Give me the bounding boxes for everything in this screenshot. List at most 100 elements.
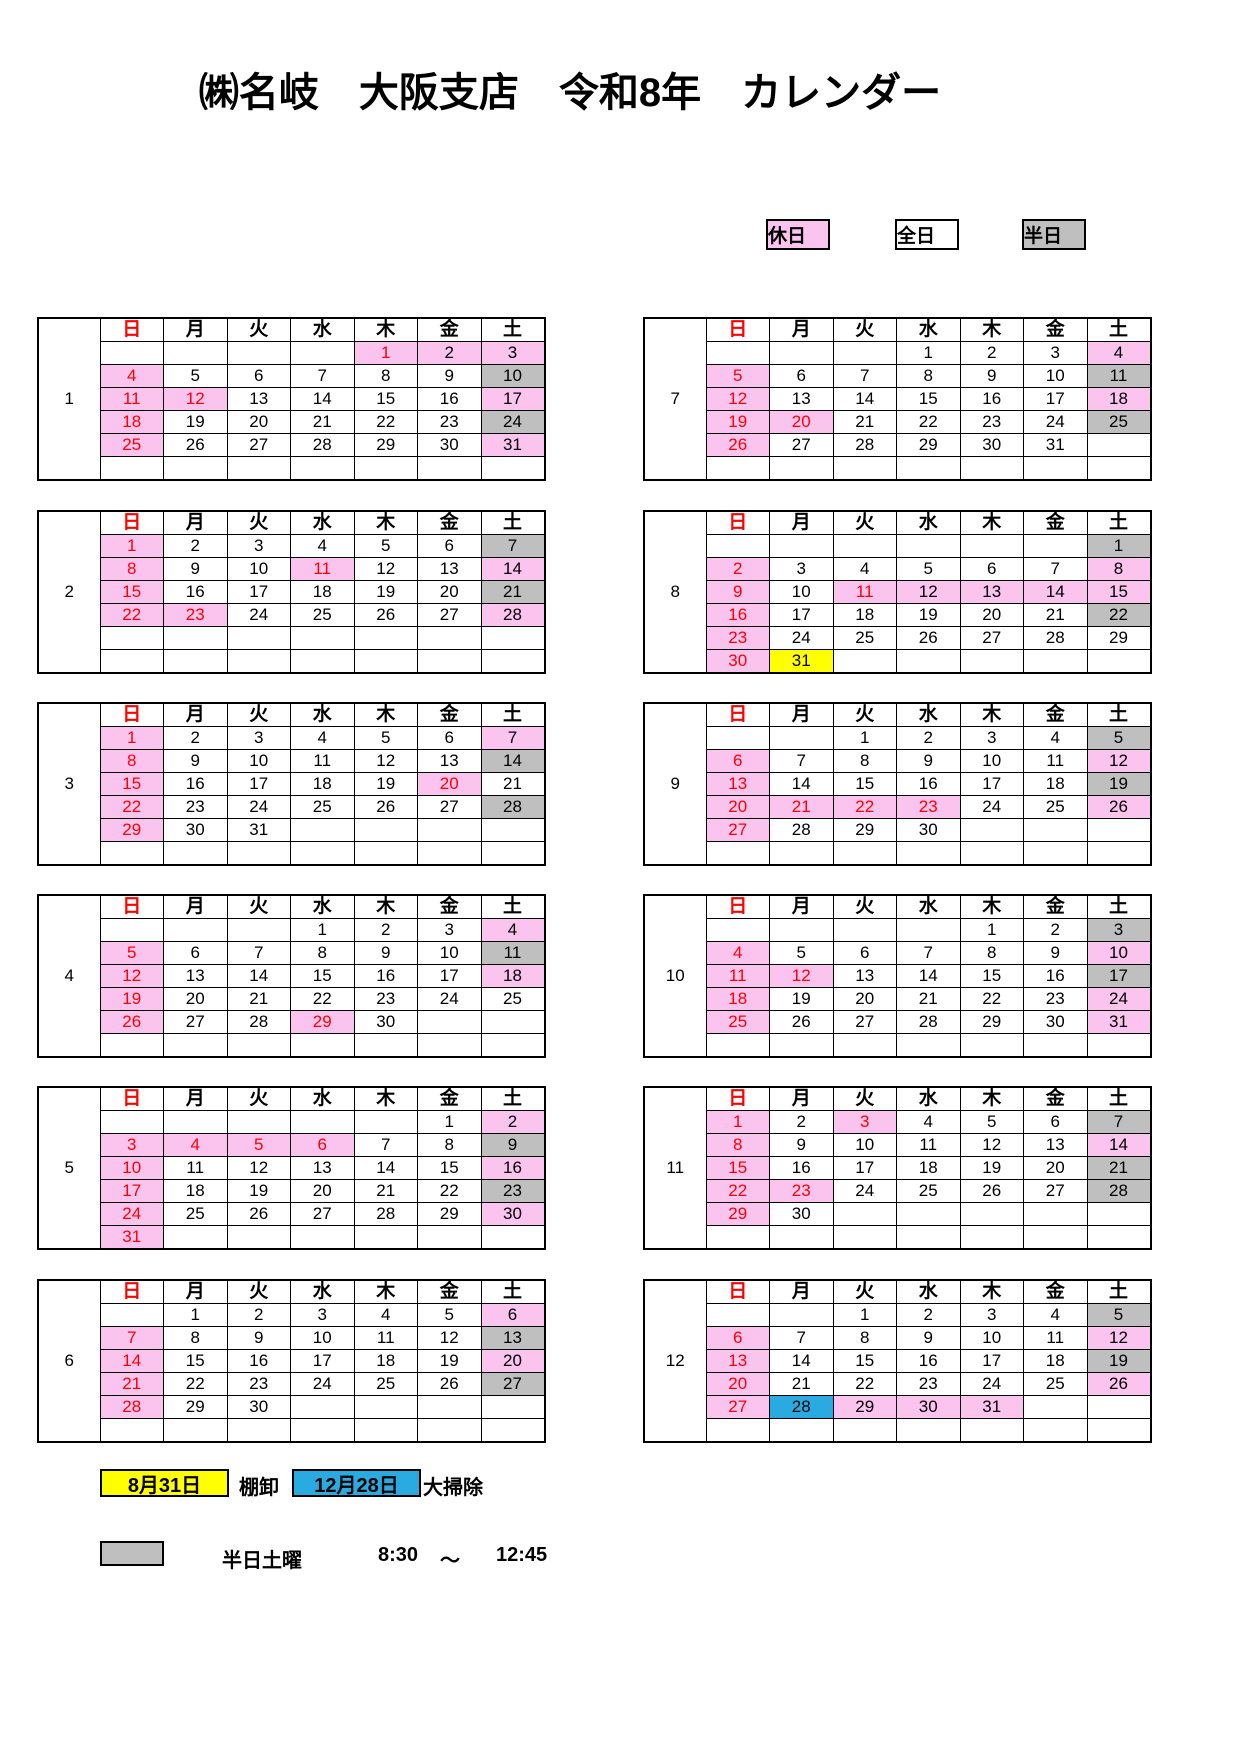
day-cell: 12 [896, 580, 961, 604]
month-7: 7 日月火水木金土 1 2 3 4 5 6 7 8 9 10 11 12 13 14 15 16 17 18 19 20 2… [643, 317, 1152, 481]
empty-cell [480, 1033, 545, 1058]
weekday-header: 日 [99, 317, 164, 342]
day-cell: 5 [353, 726, 418, 750]
empty-cell [163, 1033, 228, 1058]
empty-cell [769, 1225, 834, 1250]
empty-cell [896, 456, 961, 481]
empty-cell [832, 649, 897, 674]
month-label: 7 [643, 317, 707, 481]
empty-cell [417, 1010, 482, 1034]
weekday-header: 水 [290, 702, 355, 727]
day-cell: 26 [417, 1372, 482, 1396]
day-cell: 13 [832, 964, 897, 988]
weekday-header: 土 [480, 894, 545, 919]
empty-cell [832, 456, 897, 481]
day-cell: 11 [480, 941, 545, 965]
day-cell: 3 [417, 918, 482, 942]
weekday-header: 日 [705, 1086, 770, 1111]
weekday-header: 金 [417, 702, 482, 727]
empty-cell [480, 1010, 545, 1034]
weekday-header: 土 [480, 317, 545, 342]
empty-cell [832, 841, 897, 866]
day-cell: 31 [99, 1225, 164, 1250]
day-cell: 4 [1023, 1303, 1088, 1327]
day-cell: 27 [290, 1202, 355, 1226]
day-cell: 24 [1086, 987, 1151, 1011]
day-cell: 12 [769, 964, 834, 988]
empty-cell [226, 1225, 291, 1250]
empty-cell [417, 1225, 482, 1250]
day-cell: 20 [705, 1372, 770, 1396]
day-cell: 16 [417, 387, 482, 411]
day-cell: 27 [705, 818, 770, 842]
day-cell: 23 [896, 795, 961, 819]
empty-cell [705, 1225, 770, 1250]
day-cell: 24 [769, 626, 834, 650]
empty-cell [1023, 1395, 1088, 1419]
day-cell: 26 [705, 433, 770, 457]
empty-cell [226, 341, 291, 365]
empty-cell [1023, 649, 1088, 674]
day-cell: 16 [896, 772, 961, 796]
empty-cell [959, 456, 1024, 481]
day-cell: 10 [417, 941, 482, 965]
empty-cell [480, 1395, 545, 1419]
empty-cell [99, 626, 164, 650]
weekday-header: 月 [163, 317, 228, 342]
day-cell: 22 [163, 1372, 228, 1396]
day-cell: 27 [226, 433, 291, 457]
weekday-header: 木 [353, 510, 418, 535]
empty-cell [769, 456, 834, 481]
day-cell: 17 [99, 1179, 164, 1203]
day-cell: 4 [896, 1110, 961, 1134]
empty-cell [226, 841, 291, 866]
day-cell: 13 [163, 964, 228, 988]
day-cell: 10 [832, 1133, 897, 1157]
day-cell: 22 [1086, 603, 1151, 627]
day-cell: 11 [290, 557, 355, 581]
weekday-header: 水 [896, 894, 961, 919]
day-cell: 7 [99, 1326, 164, 1350]
day-cell: 29 [832, 1395, 897, 1419]
empty-cell [163, 1110, 228, 1134]
day-cell: 26 [99, 1010, 164, 1034]
weekday-header: 土 [480, 510, 545, 535]
day-cell: 23 [1023, 987, 1088, 1011]
day-cell: 24 [226, 603, 291, 627]
day-cell: 24 [480, 410, 545, 434]
empty-cell [1086, 1202, 1151, 1226]
day-cell: 5 [705, 364, 770, 388]
day-cell: 14 [290, 387, 355, 411]
empty-cell [163, 456, 228, 481]
day-cell: 10 [1023, 364, 1088, 388]
day-cell: 18 [99, 410, 164, 434]
day-cell: 12 [1086, 1326, 1151, 1350]
day-cell: 22 [417, 1179, 482, 1203]
weekday-header: 金 [417, 894, 482, 919]
empty-cell [353, 1418, 418, 1443]
day-cell: 29 [353, 433, 418, 457]
day-cell: 8 [417, 1133, 482, 1157]
month-label: 8 [643, 510, 707, 674]
day-cell: 27 [705, 1395, 770, 1419]
weekday-header: 木 [353, 894, 418, 919]
day-cell: 30 [705, 649, 770, 674]
empty-cell [99, 456, 164, 481]
empty-cell [769, 1033, 834, 1058]
day-cell: 19 [226, 1179, 291, 1203]
day-cell: 1 [959, 918, 1024, 942]
inventory-date-box: 8月31日 [100, 1469, 229, 1497]
day-cell: 21 [769, 795, 834, 819]
weekday-header: 月 [769, 510, 834, 535]
day-cell: 22 [832, 795, 897, 819]
weekday-header: 日 [99, 894, 164, 919]
day-cell: 4 [290, 534, 355, 558]
day-cell: 18 [896, 1156, 961, 1180]
day-cell: 2 [896, 726, 961, 750]
day-cell: 12 [353, 557, 418, 581]
day-cell: 13 [480, 1326, 545, 1350]
day-cell: 15 [896, 387, 961, 411]
empty-cell [417, 841, 482, 866]
empty-cell [480, 1225, 545, 1250]
day-cell: 6 [480, 1303, 545, 1327]
